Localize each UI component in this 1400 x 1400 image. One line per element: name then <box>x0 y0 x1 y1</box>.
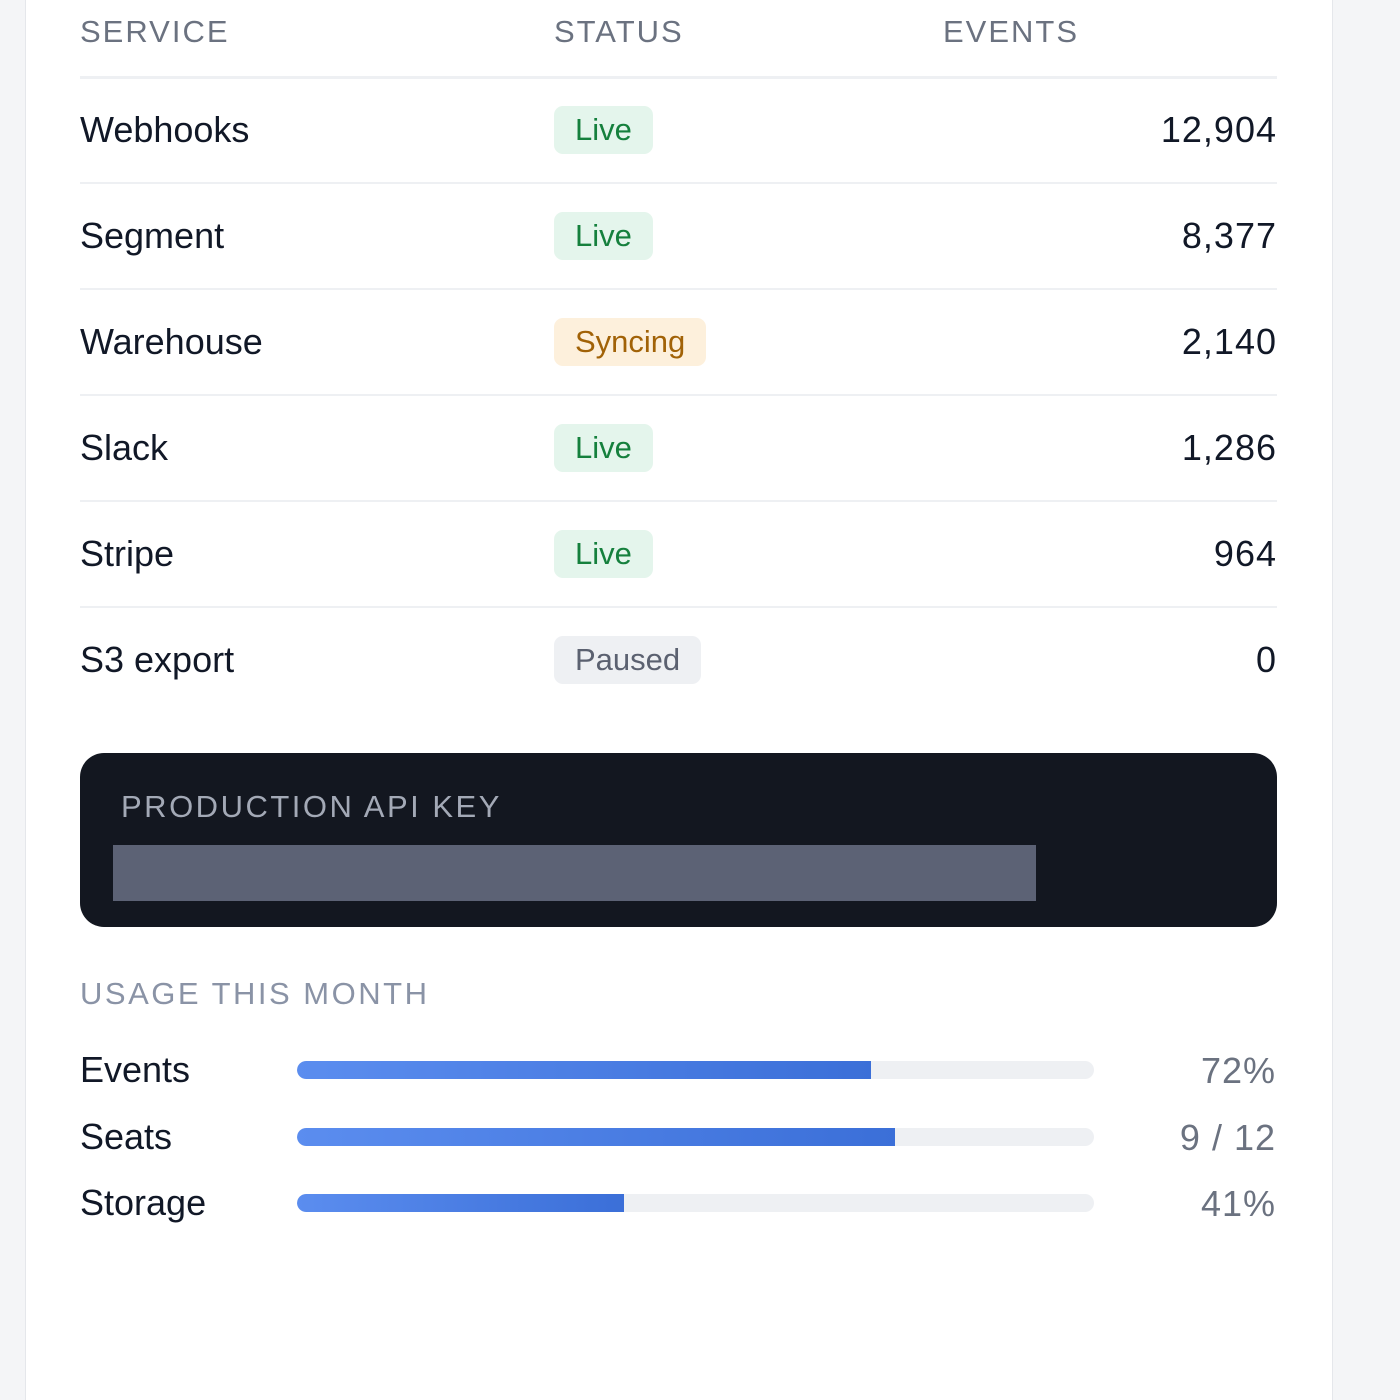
event-count: 12,904 <box>1160 109 1277 150</box>
service-name: Warehouse <box>80 321 263 362</box>
usage-name: Storage <box>80 1182 207 1223</box>
column-header: EVENTS <box>943 14 1080 49</box>
header-divider <box>80 76 1277 79</box>
status-badge: Live <box>554 212 653 260</box>
panel <box>25 0 1333 1400</box>
service-name: Webhooks <box>80 109 250 150</box>
event-count: 8,377 <box>1181 215 1277 256</box>
row-divider <box>80 606 1277 608</box>
row-divider <box>80 182 1277 184</box>
usage-title: USAGE THIS MONTH <box>80 976 430 1011</box>
usage-track <box>297 1127 1094 1146</box>
event-count: 0 <box>1255 639 1277 680</box>
api-key-title: PRODUCTION API KEY <box>121 789 502 824</box>
status-badge: Syncing <box>554 318 707 366</box>
usage-value: 72% <box>1200 1050 1276 1091</box>
usage-track <box>297 1061 1094 1079</box>
service-name: S3 export <box>80 639 235 680</box>
usage-bar <box>297 1061 871 1079</box>
usage-value: 41% <box>1200 1183 1276 1224</box>
column-header: SERVICE <box>80 14 230 49</box>
column-header: STATUS <box>554 14 684 49</box>
redacted-key <box>113 845 1036 901</box>
row-divider <box>80 394 1277 396</box>
usage-bar <box>297 1194 624 1212</box>
usage-value: 9 / 12 <box>1179 1116 1276 1158</box>
event-count: 1,286 <box>1181 427 1277 468</box>
status-badge: Paused <box>554 636 702 684</box>
row-divider <box>80 500 1277 502</box>
usage-bar <box>297 1127 895 1146</box>
service-name: Segment <box>80 215 225 256</box>
api-key-card: PRODUCTION API KEY <box>80 753 1277 927</box>
status-badge: Live <box>554 530 653 578</box>
row-divider <box>80 288 1277 290</box>
status-badge: Live <box>554 106 653 154</box>
usage-name: Events <box>80 1049 191 1090</box>
service-name: Slack <box>80 427 169 468</box>
usage-track <box>297 1194 1094 1212</box>
event-count: 2,140 <box>1181 321 1277 362</box>
status-badge: Live <box>554 424 653 472</box>
service-name: Stripe <box>80 533 175 574</box>
event-count: 964 <box>1213 533 1277 574</box>
usage-name: Seats <box>80 1115 173 1157</box>
